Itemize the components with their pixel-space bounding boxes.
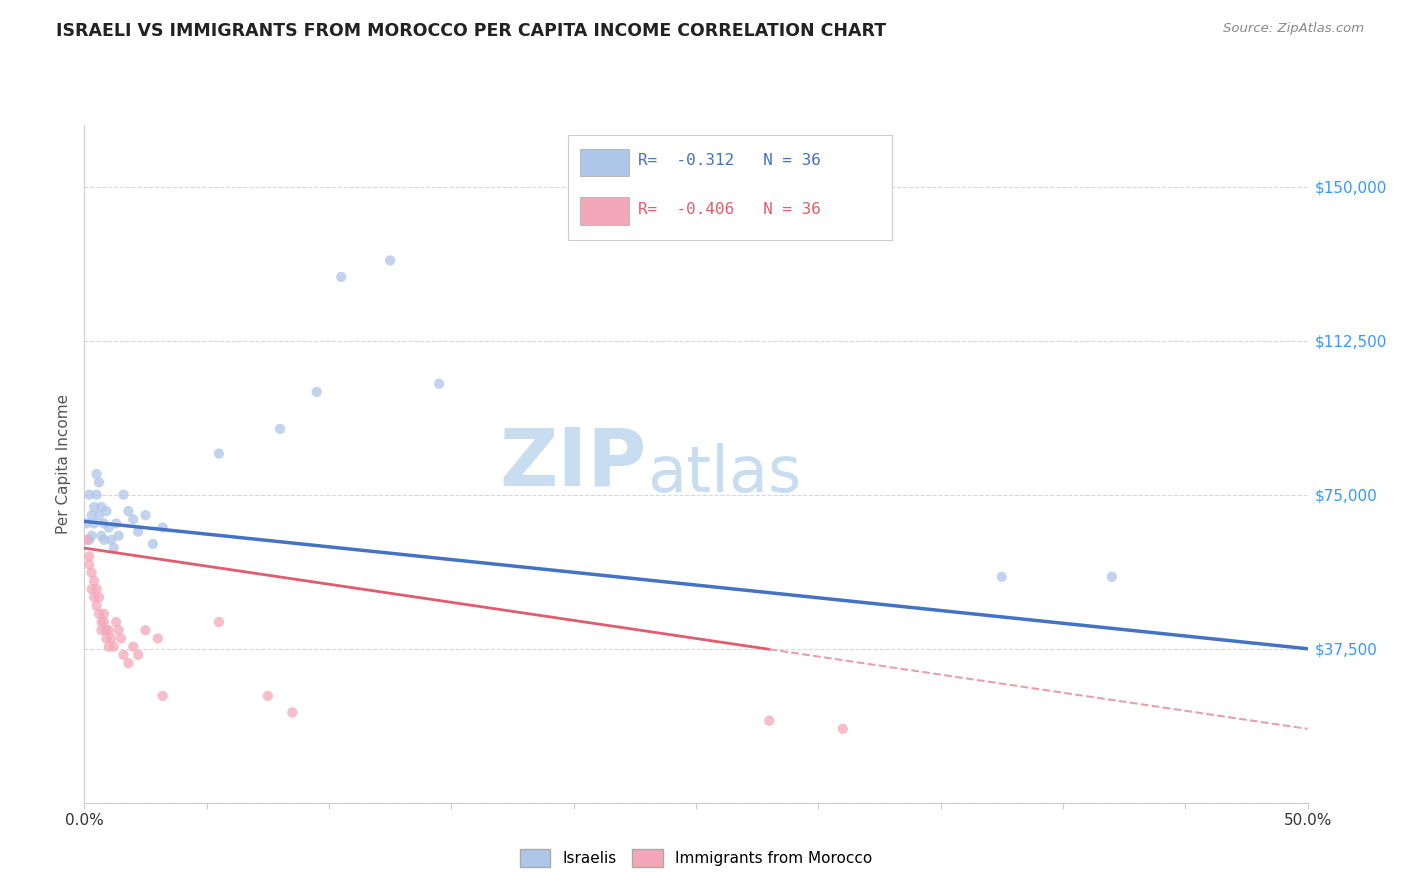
Y-axis label: Per Capita Income: Per Capita Income [56, 393, 72, 534]
Point [208, 446, 231, 460]
Point [122, 512, 145, 526]
Point [86, 599, 108, 613]
Point [831, 722, 853, 736]
Point [90, 615, 112, 629]
Bar [579, 149, 628, 176]
Text: atlas: atlas [647, 443, 801, 505]
Point [135, 508, 157, 523]
Point [281, 706, 304, 720]
Point [86, 582, 108, 596]
Point [112, 488, 135, 502]
Point [76, 516, 98, 531]
Point [80, 529, 103, 543]
Point [427, 376, 450, 391]
Text: R=  -0.406   N = 36: R= -0.406 N = 36 [638, 202, 821, 217]
Point [117, 504, 139, 518]
Point [146, 632, 169, 646]
Point [77, 549, 100, 564]
Point [122, 640, 145, 654]
Point [112, 648, 135, 662]
Point [127, 524, 149, 539]
Point [152, 689, 174, 703]
Point [110, 632, 132, 646]
Point [1101, 570, 1123, 584]
Point [100, 533, 122, 547]
Point [107, 624, 129, 638]
Point [152, 520, 174, 534]
Point [100, 632, 122, 646]
Point [93, 533, 115, 547]
Point [991, 570, 1014, 584]
Text: ZIP: ZIP [499, 425, 647, 503]
Point [76, 533, 98, 547]
Point [87, 591, 110, 605]
Point [87, 475, 110, 490]
Point [87, 607, 110, 621]
Point [80, 508, 103, 523]
FancyBboxPatch shape [568, 135, 891, 240]
Point [330, 269, 353, 284]
Point [257, 689, 280, 703]
Point [86, 488, 108, 502]
Point [380, 253, 402, 268]
Point [90, 624, 112, 638]
Point [77, 533, 100, 547]
Point [135, 624, 157, 638]
Point [269, 422, 291, 436]
Point [83, 516, 105, 531]
Text: R=  -0.312   N = 36: R= -0.312 N = 36 [638, 153, 821, 169]
Point [90, 500, 112, 514]
Point [83, 591, 105, 605]
Point [305, 384, 328, 399]
Point [758, 714, 780, 728]
Point [105, 615, 128, 629]
Point [83, 574, 105, 588]
Point [77, 558, 100, 572]
Point [96, 632, 118, 646]
Point [103, 541, 125, 555]
Point [208, 615, 231, 629]
Point [97, 640, 120, 654]
Point [93, 607, 115, 621]
Text: Source: ZipAtlas.com: Source: ZipAtlas.com [1223, 22, 1364, 36]
Point [80, 582, 103, 596]
Point [96, 624, 118, 638]
Point [142, 537, 165, 551]
Point [93, 516, 115, 531]
Point [107, 529, 129, 543]
Point [77, 488, 100, 502]
Point [103, 640, 125, 654]
Point [96, 504, 118, 518]
Point [97, 520, 120, 534]
Point [97, 624, 120, 638]
Point [105, 516, 128, 531]
Point [127, 648, 149, 662]
Legend: Israelis, Immigrants from Morocco: Israelis, Immigrants from Morocco [513, 843, 879, 873]
Point [83, 500, 105, 514]
Point [117, 656, 139, 670]
Point [90, 529, 112, 543]
Point [80, 566, 103, 580]
Point [87, 508, 110, 523]
Text: ISRAELI VS IMMIGRANTS FROM MOROCCO PER CAPITA INCOME CORRELATION CHART: ISRAELI VS IMMIGRANTS FROM MOROCCO PER C… [56, 22, 886, 40]
Bar [579, 197, 628, 225]
Point [86, 467, 108, 482]
Point [93, 615, 115, 629]
